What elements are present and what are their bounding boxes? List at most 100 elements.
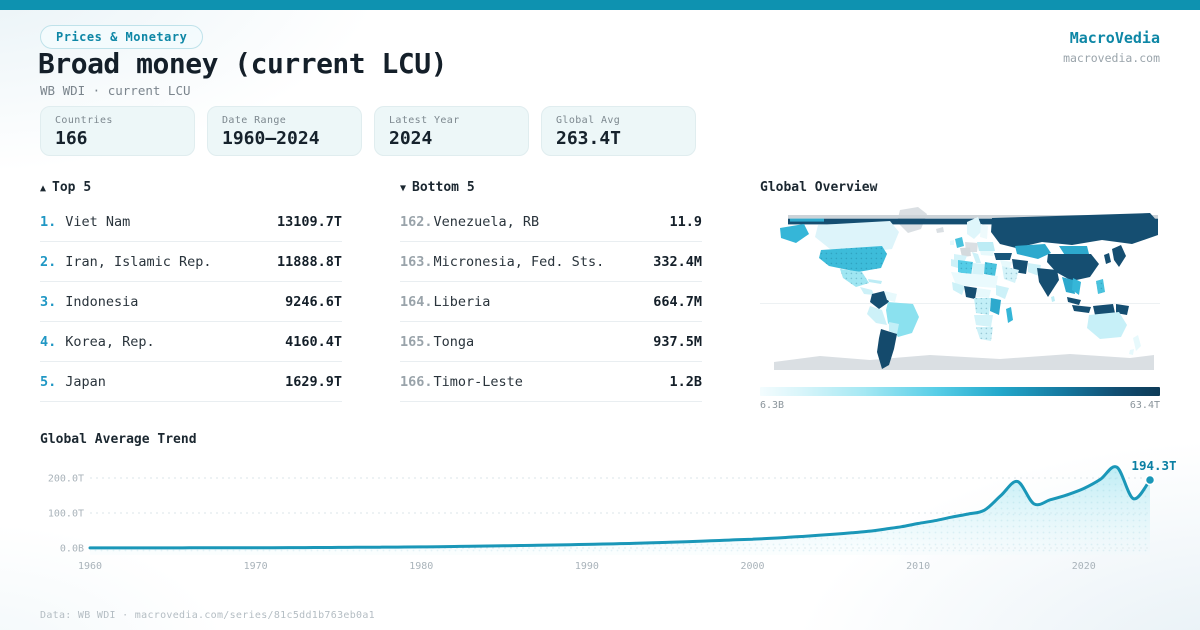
triangle-up-icon: ▲ — [40, 183, 47, 194]
equator-line — [760, 303, 1160, 304]
list-item[interactable]: 4. Korea, Rep. 4160.4T — [40, 322, 342, 362]
region-africa — [951, 259, 1013, 341]
trend-title: Global Average Trend — [40, 432, 197, 447]
list-item[interactable]: 5. Japan 1629.9T — [40, 362, 342, 402]
stat-card-latest-year: Latest Year 2024 — [374, 106, 529, 156]
global-overview-section: Global Overview — [760, 180, 1160, 411]
svg-text:1970: 1970 — [244, 561, 268, 572]
stat-card-date-range: Date Range 1960—2024 — [207, 106, 362, 156]
top5-list: ▲ Top 5 1. Viet Nam 13109.7T 2. Iran, Isl… — [40, 180, 342, 402]
top-accent-bar — [0, 0, 1200, 10]
list-item[interactable]: 164. Liberia 664.7M — [400, 282, 702, 322]
category-badge[interactable]: Prices & Monetary — [40, 25, 204, 49]
trend-endpoint-dot — [1144, 474, 1156, 486]
country-value: 11.9 — [669, 213, 702, 230]
country-value: 332.4M — [653, 253, 702, 270]
country-value: 9246.6T — [285, 293, 342, 310]
country-name: Korea, Rep. — [65, 333, 155, 350]
country-name: Iran, Islamic Rep. — [65, 253, 212, 270]
country-value: 1.2B — [669, 373, 702, 390]
country-value: 13109.7T — [276, 213, 342, 230]
scale-min-label: 6.3B — [760, 400, 785, 411]
country-name: Liberia — [433, 293, 491, 310]
stat-card-global-avg: Global Avg 263.4T — [541, 106, 696, 156]
stat-value: 166 — [55, 128, 88, 149]
list-item[interactable]: 3. Indonesia 9246.6T — [40, 282, 342, 322]
rank: 5. — [40, 373, 57, 390]
svg-text:1960: 1960 — [78, 561, 102, 572]
svg-text:2020: 2020 — [1072, 561, 1096, 572]
rank: 162. — [400, 213, 433, 230]
list-item[interactable]: 162. Venezuela, RB 11.9 — [400, 202, 702, 242]
region-south-america — [867, 291, 919, 369]
country-name: Japan — [65, 373, 106, 390]
footer-attribution: Data: WB WDI · macrovedia.com/series/81c… — [40, 610, 375, 621]
country-name: Micronesia, Fed. Sts. — [433, 253, 605, 270]
svg-text:2010: 2010 — [906, 561, 930, 572]
brand-block: MacroVedia macrovedia.com — [1063, 29, 1160, 65]
country-value: 664.7M — [653, 293, 702, 310]
stat-label: Countries — [55, 115, 113, 126]
svg-text:200.0T: 200.0T — [48, 474, 84, 485]
stat-label: Date Range — [222, 115, 287, 126]
bottom5-header: ▼ Bottom 5 — [400, 180, 475, 195]
rank: 1. — [40, 213, 57, 230]
country-name: Venezuela, RB — [433, 213, 540, 230]
country-value: 11888.8T — [276, 253, 342, 270]
rank: 163. — [400, 253, 433, 270]
y-axis-labels: 200.0T 100.0T 0.0B — [48, 474, 84, 555]
rank: 165. — [400, 333, 433, 350]
x-axis-labels: 1960 1970 1980 1990 2000 2010 2020 — [78, 561, 1096, 572]
trend-line — [88, 465, 1152, 550]
country-name: Tonga — [433, 333, 475, 350]
rank: 2. — [40, 253, 57, 270]
bottom5-list: ▼ Bottom 5 162. Venezuela, RB 11.9 163. M… — [400, 180, 702, 402]
map-title: Global Overview — [760, 180, 878, 195]
region-no-data — [774, 207, 1154, 370]
country-value: 1629.9T — [285, 373, 342, 390]
country-value: 937.5M — [653, 333, 702, 350]
svg-text:2000: 2000 — [740, 561, 764, 572]
rank: 3. — [40, 293, 57, 310]
svg-text:0.0B: 0.0B — [60, 544, 84, 555]
country-value: 4160.4T — [285, 333, 342, 350]
map-scale-labels: 6.3B 63.4T — [760, 400, 1160, 411]
rank: 166. — [400, 373, 433, 390]
stat-value: 1960—2024 — [222, 128, 320, 149]
stat-cards-row: Countries 166 Date Range 1960—2024 Lates… — [40, 106, 696, 156]
country-name: Viet Nam — [65, 213, 131, 230]
list-item[interactable]: 163. Micronesia, Fed. Sts. 332.4M — [400, 242, 702, 282]
stat-label: Latest Year — [389, 115, 460, 126]
triangle-down-icon: ▼ — [400, 183, 407, 194]
trend-chart: 194.3T 1960 1970 1980 1990 2000 2010 2020 200.… — [40, 458, 1177, 584]
list-item[interactable]: 1. Viet Nam 13109.7T — [40, 202, 342, 242]
brand-name[interactable]: MacroVedia — [1069, 29, 1160, 47]
trend-endpoint-label: 194.3T — [1131, 458, 1176, 473]
world-map[interactable] — [760, 202, 1160, 378]
region-asia — [994, 245, 1129, 315]
brand-domain[interactable]: macrovedia.com — [1063, 51, 1160, 65]
map-color-scale — [760, 387, 1160, 396]
stat-value: 263.4T — [556, 128, 622, 149]
rank: 4. — [40, 333, 57, 350]
stat-label: Global Avg — [556, 115, 621, 126]
trend-area-texture — [90, 466, 1150, 555]
list-item[interactable]: 166. Timor-Leste 1.2B — [400, 362, 702, 402]
rank: 164. — [400, 293, 433, 310]
region-americas — [780, 221, 899, 295]
region-russia-central-asia — [991, 213, 1158, 259]
top5-header: ▲ Top 5 — [40, 180, 92, 195]
country-name: Indonesia — [65, 293, 139, 310]
stat-card-countries: Countries 166 — [40, 106, 195, 156]
page-title: Broad money (current LCU) — [38, 47, 447, 80]
svg-text:100.0T: 100.0T — [48, 509, 84, 520]
scale-max-label: 63.4T — [1129, 400, 1160, 411]
region-oceania — [1087, 312, 1141, 355]
list-item[interactable]: 165. Tonga 937.5M — [400, 322, 702, 362]
page-subtitle: WB WDI · current LCU — [40, 83, 191, 98]
svg-text:1980: 1980 — [409, 561, 433, 572]
list-item[interactable]: 2. Iran, Islamic Rep. 11888.8T — [40, 242, 342, 282]
svg-text:1990: 1990 — [575, 561, 599, 572]
stat-value: 2024 — [389, 128, 433, 149]
country-name: Timor-Leste — [433, 373, 523, 390]
